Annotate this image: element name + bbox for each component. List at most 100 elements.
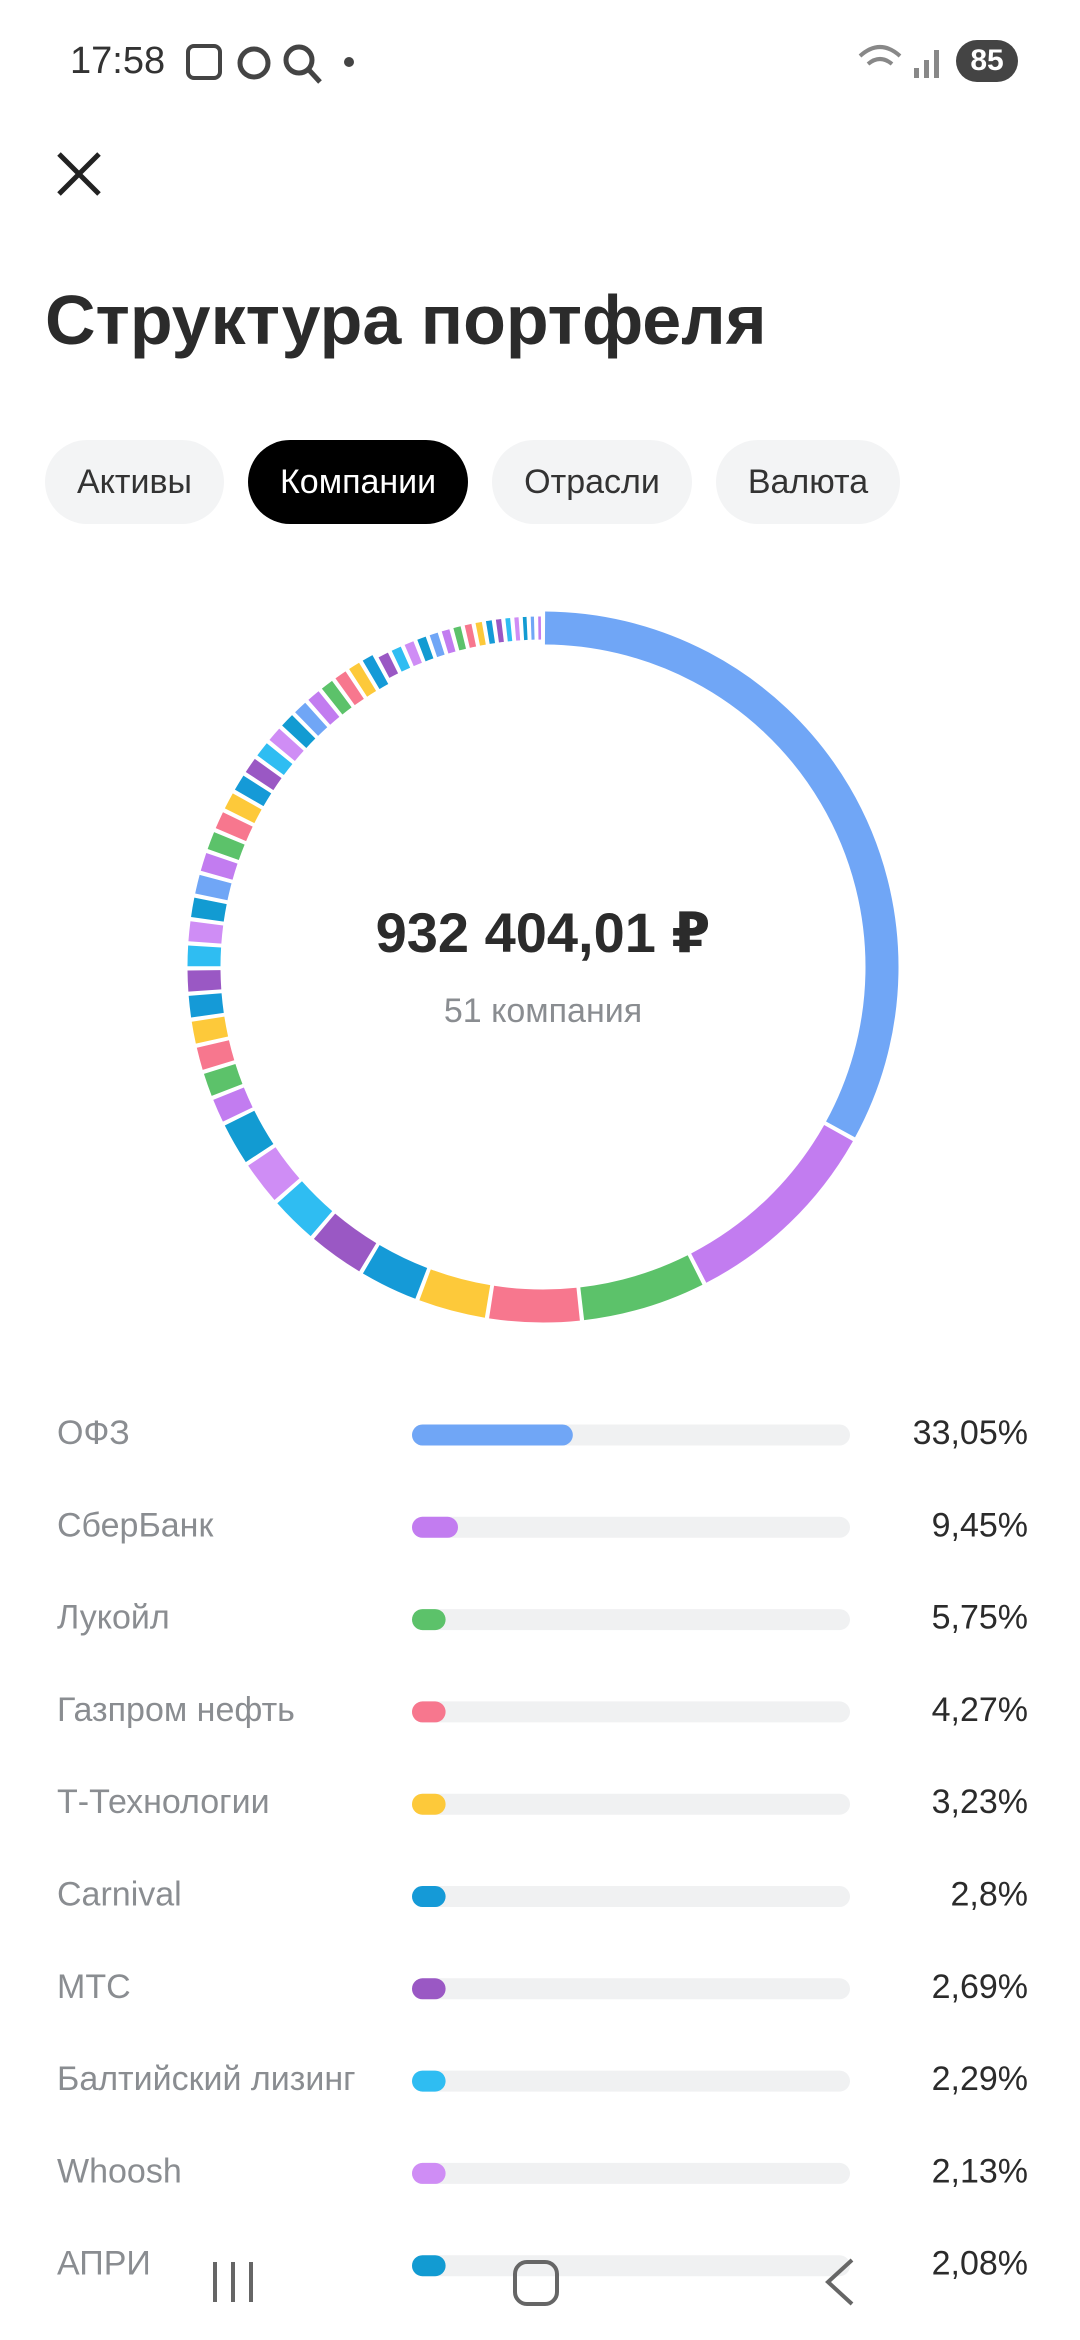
- close-button[interactable]: [55, 150, 103, 198]
- company-name: АПРИ: [57, 2245, 151, 2283]
- company-name: Carnival: [57, 1875, 182, 1913]
- donut-segment-other: [485, 620, 496, 644]
- company-share: 2,8%: [951, 1875, 1029, 1913]
- donut-segment-other: [495, 618, 504, 643]
- donut-segment-other: [191, 1016, 229, 1044]
- donut-segment-other: [335, 671, 364, 706]
- donut-segment: [419, 1269, 491, 1318]
- bar-fill: [412, 2162, 446, 2184]
- bar-fill: [412, 1978, 446, 2000]
- donut-segment-other: [295, 702, 328, 736]
- bar-track: [412, 1516, 850, 1538]
- bar-fill: [412, 1516, 458, 1538]
- company-name: Т-Технологии: [57, 1783, 270, 1821]
- portfolio-total: 932 404,01 ₽: [375, 901, 711, 964]
- donut-segment-other: [200, 853, 238, 880]
- donut-segment: [690, 1124, 853, 1283]
- status-time: 17:58: [70, 40, 166, 82]
- company-share: 2,29%: [932, 2060, 1028, 2098]
- bar-track: [412, 1701, 850, 1723]
- company-name: Whoosh: [57, 2152, 182, 2190]
- tab[interactable]: Компании: [248, 440, 469, 524]
- bar-track: [412, 1609, 850, 1631]
- donut-segment-other: [349, 662, 377, 697]
- donut-segment-other: [391, 646, 411, 672]
- donut-segment-other: [429, 632, 445, 658]
- donut-segment-other: [188, 993, 224, 1018]
- donut-segment-other: [269, 728, 304, 762]
- company-share: 5,75%: [932, 1599, 1028, 1637]
- company-name: Балтийский лизинг: [57, 2060, 356, 2098]
- donut-segment: [248, 1147, 300, 1200]
- battery: 85: [956, 40, 1018, 82]
- signal-icons: [858, 45, 939, 78]
- company-count: 51 компания: [443, 992, 643, 1030]
- donut-segment-other: [196, 1040, 235, 1070]
- donut-segment-other: [234, 775, 272, 807]
- donut-segment-other: [203, 1063, 243, 1096]
- recent-button[interactable]: [213, 2262, 253, 2302]
- donut-segment: [362, 1244, 428, 1299]
- back-button[interactable]: [825, 2258, 854, 2306]
- donut-segment-other: [321, 680, 352, 715]
- donut-segment-other: [213, 1087, 253, 1122]
- page-title: Структура портфеля: [45, 281, 767, 359]
- donut-segment-other: [215, 812, 253, 842]
- bar-track: [412, 2162, 850, 2184]
- donut-segment-other: [464, 623, 477, 648]
- donut-segment: [580, 1255, 703, 1321]
- donut-segment-other: [362, 655, 389, 690]
- tab[interactable]: Валюта: [715, 440, 901, 524]
- donut-segment-other: [257, 743, 293, 776]
- company-share: 3,23%: [932, 1783, 1028, 1821]
- bar-track: [412, 1886, 850, 1907]
- company-share: 4,27%: [932, 1691, 1028, 1729]
- company-name: СберБанк: [57, 1506, 214, 1544]
- company-name: Газпром нефть: [57, 1691, 295, 1729]
- bar-fill: [412, 1424, 573, 1446]
- donut-segment: [313, 1213, 377, 1272]
- bar-track: [412, 2255, 850, 2277]
- company-share: 2,69%: [932, 1968, 1028, 2006]
- donut-segment-other: [224, 793, 262, 824]
- bar-fill: [412, 1886, 446, 1907]
- company-name: ОФЗ: [57, 1414, 130, 1452]
- donut-segment-other: [282, 715, 316, 748]
- donut-segment-other: [475, 621, 486, 646]
- donut-segment-other: [378, 652, 399, 678]
- bar-fill: [412, 1793, 446, 1815]
- company-share: 2,13%: [932, 2152, 1028, 2190]
- donut-segment-other: [191, 897, 227, 922]
- donut-segment-other: [404, 641, 422, 667]
- company-name: МТС: [57, 1968, 131, 2006]
- company-name: Лукойл: [57, 1599, 170, 1637]
- donut-segment-other: [207, 832, 245, 861]
- donut-segment-other: [195, 874, 232, 901]
- bar-track: [412, 2070, 850, 2092]
- bar-fill: [412, 1701, 446, 1723]
- donut-segment-other: [308, 691, 340, 725]
- bar-fill: [412, 1609, 446, 1631]
- donut-chart: [187, 611, 899, 1323]
- nav-bar: [213, 2258, 854, 2306]
- donut-segment-other: [188, 921, 224, 944]
- company-share: 2,08%: [932, 2245, 1028, 2283]
- company-share: 9,45%: [932, 1506, 1028, 1544]
- donut-segment: [489, 1285, 580, 1323]
- company-share: 33,05%: [913, 1414, 1028, 1452]
- donut-segment: [544, 611, 899, 1138]
- donut-segment-other: [245, 758, 282, 791]
- bar-track: [412, 1978, 850, 2000]
- home-button[interactable]: [513, 2260, 559, 2306]
- donut-segment-other: [417, 636, 434, 662]
- donut-segment: [277, 1181, 333, 1237]
- company-list: ОФЗ 33,05% СберБанк 9,45% Лукойл 5,75% Газпром…: [57, 1414, 1029, 2283]
- tab[interactable]: Активы: [45, 440, 224, 524]
- tab[interactable]: Отрасли: [492, 440, 692, 524]
- donut-segment: [224, 1110, 274, 1163]
- donut-segment-other: [453, 626, 467, 651]
- donut-segment-other: [187, 945, 222, 967]
- bar-fill: [412, 2255, 446, 2277]
